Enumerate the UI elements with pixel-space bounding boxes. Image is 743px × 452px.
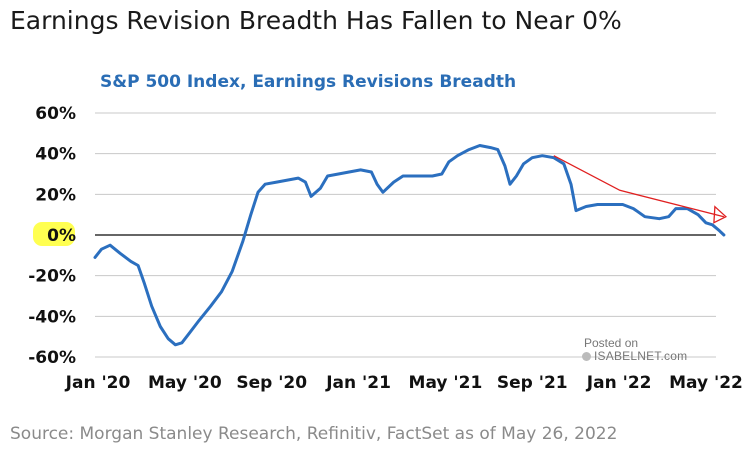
x-tick-label: Jan '20 bbox=[65, 373, 131, 393]
chart-title: S&P 500 Index, Earnings Revisions Breadt… bbox=[100, 72, 517, 92]
y-tick-label: -40% bbox=[28, 307, 76, 327]
x-tick-label: Sep '20 bbox=[236, 373, 307, 393]
y-tick-label: -20% bbox=[28, 267, 76, 287]
highlight-marker bbox=[33, 222, 75, 246]
series-line bbox=[93, 144, 726, 347]
watermark: Posted on ISABELNET.com bbox=[582, 337, 687, 363]
trend-arrow-line bbox=[553, 155, 725, 218]
y-tick-label: 60% bbox=[35, 104, 76, 124]
y-tick-label: 40% bbox=[35, 145, 76, 165]
watermark-line2: ISABELNET.com bbox=[594, 349, 688, 363]
x-tick-label: Sep '21 bbox=[497, 373, 568, 393]
trend-arrow-head bbox=[713, 205, 728, 224]
watermark-line1: Posted on bbox=[584, 336, 639, 350]
x-tick-label: May '22 bbox=[669, 373, 743, 393]
x-tick-label: Jan '22 bbox=[586, 373, 652, 393]
source-note: Source: Morgan Stanley Research, Refinit… bbox=[10, 424, 618, 444]
globe-icon bbox=[582, 352, 591, 361]
x-tick-label: May '20 bbox=[148, 373, 222, 393]
x-tick-label: Jan '21 bbox=[325, 373, 391, 393]
y-tick-label: 20% bbox=[35, 185, 76, 205]
headline: Earnings Revision Breadth Has Fallen to … bbox=[10, 6, 622, 35]
y-tick-label: 0% bbox=[47, 226, 76, 246]
y-tick-label: -60% bbox=[28, 348, 76, 368]
x-tick-label: May '21 bbox=[409, 373, 483, 393]
